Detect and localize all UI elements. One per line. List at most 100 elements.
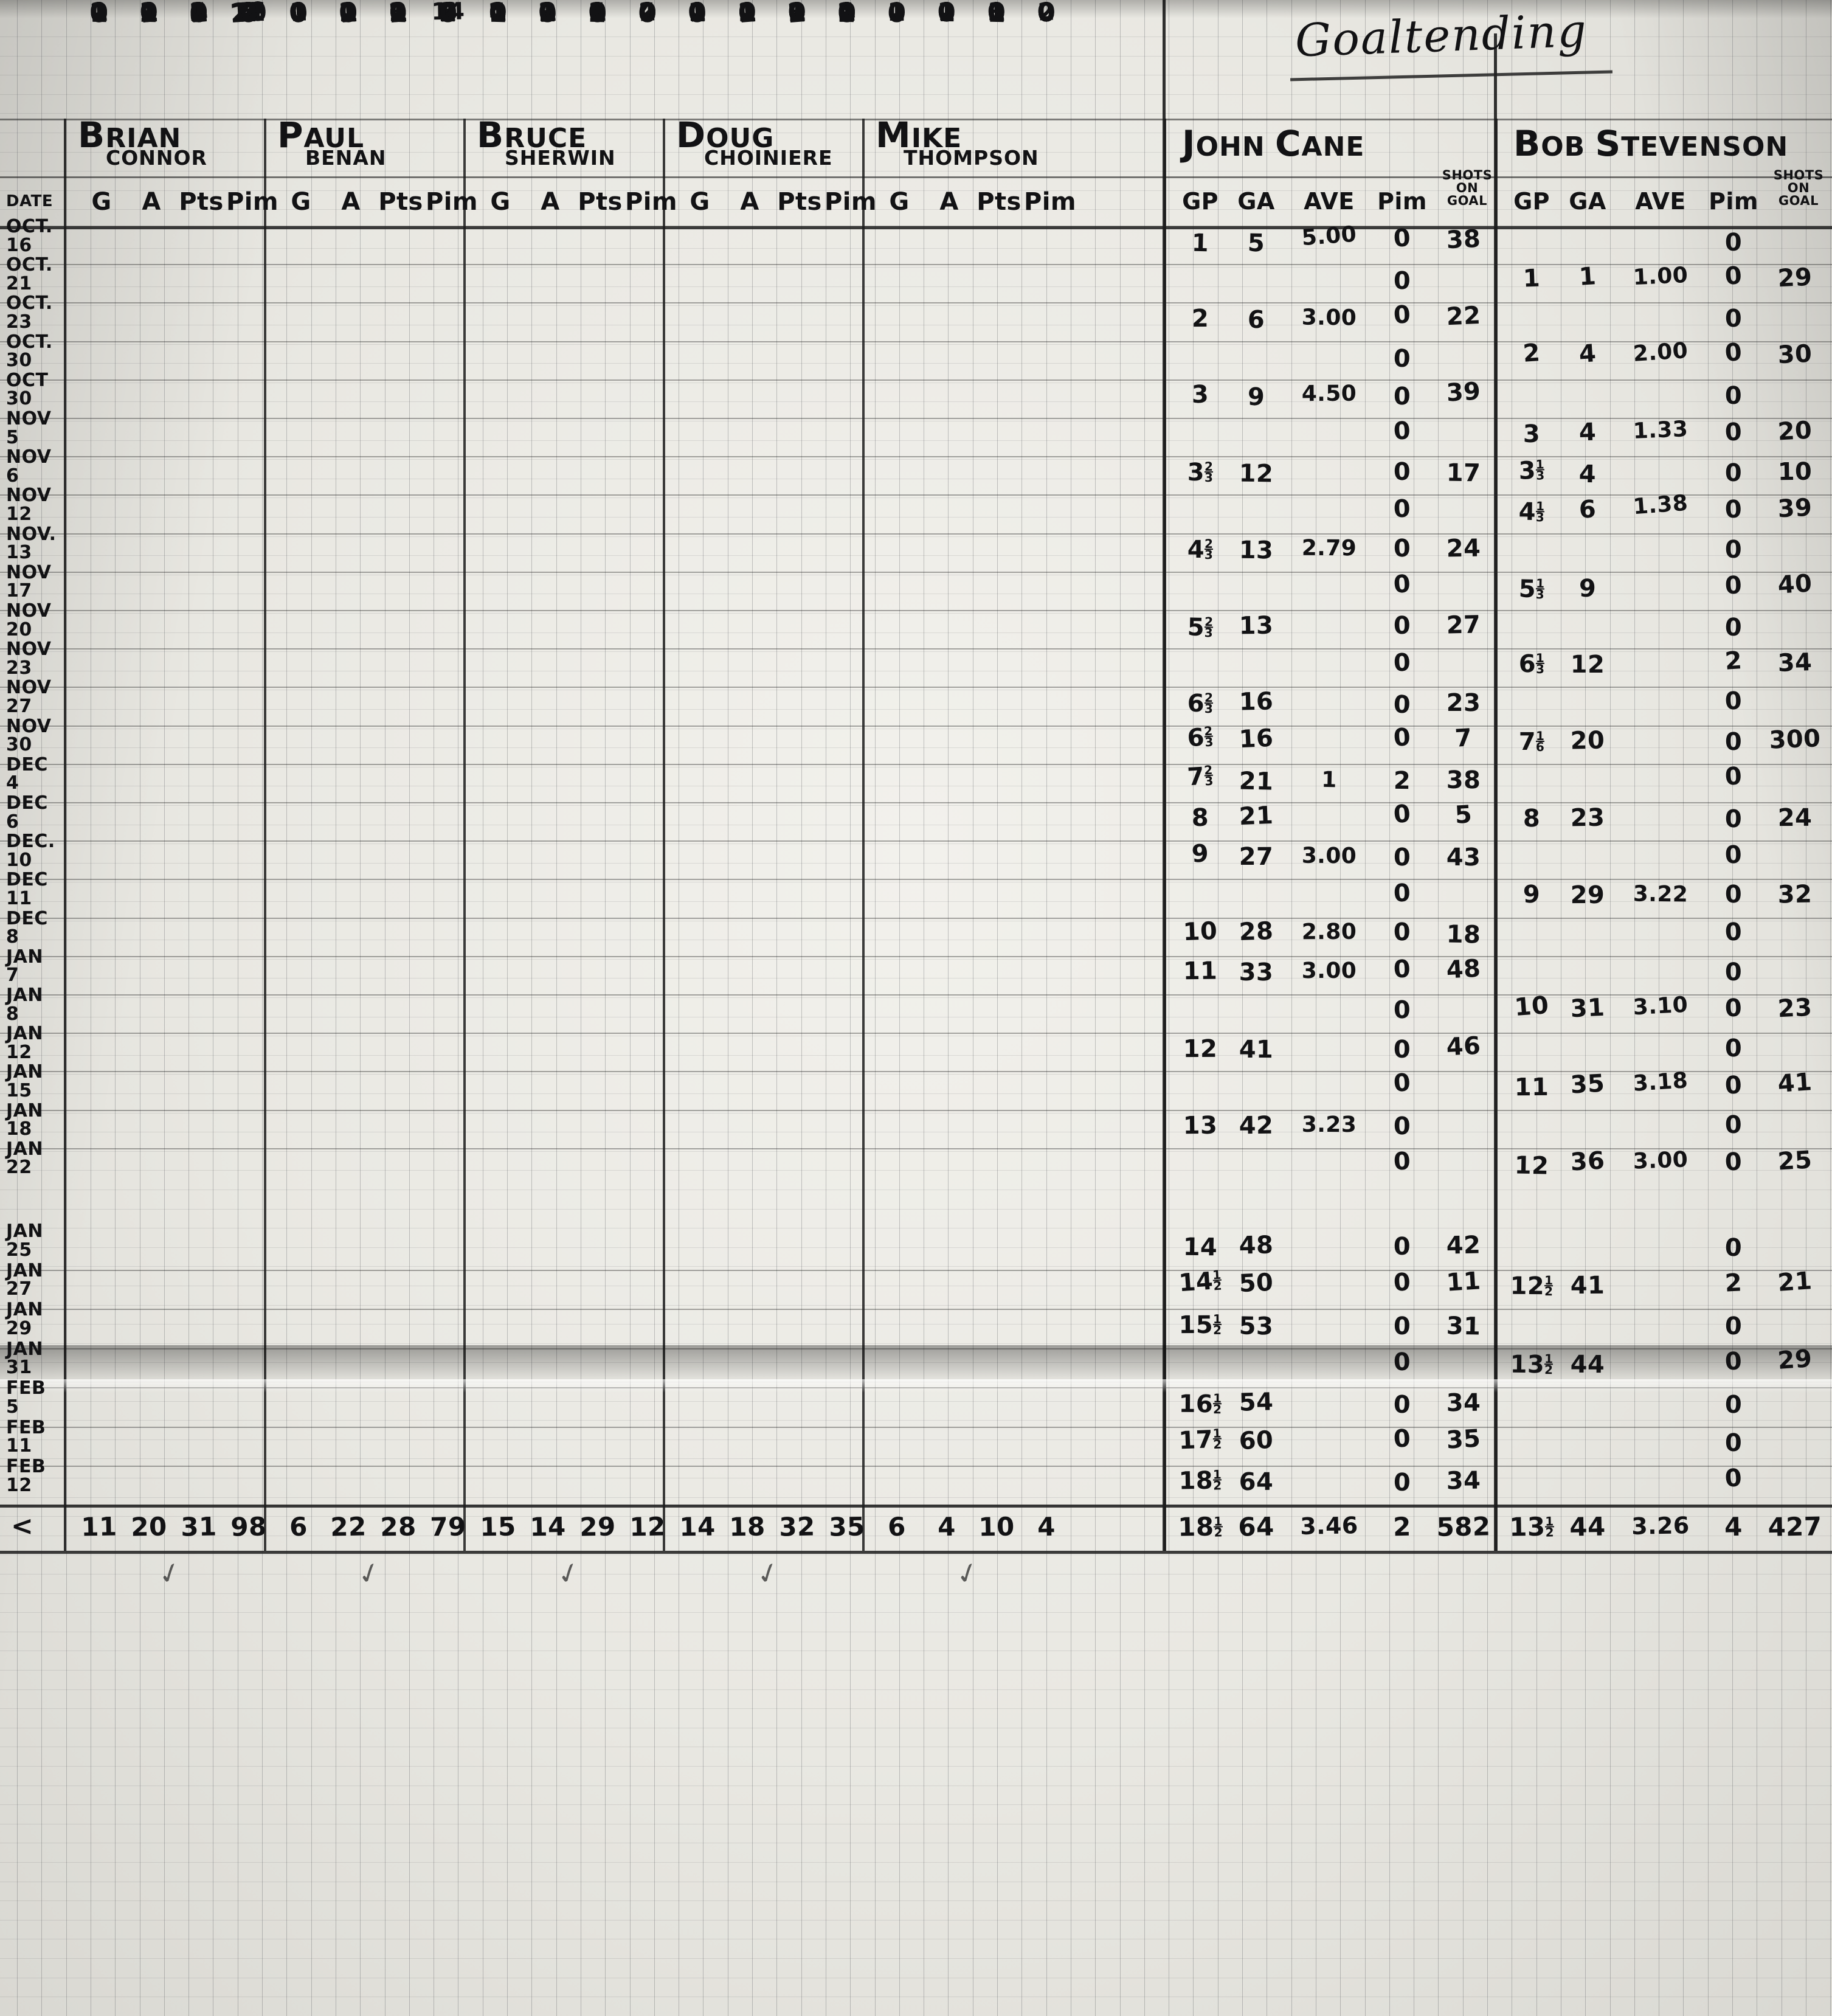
- date-cell: OCT 30: [6, 369, 49, 410]
- goalie-stat-value: 1: [1523, 264, 1541, 293]
- column-header-g: G: [91, 188, 112, 216]
- goalie-stat-value: 35: [1569, 1069, 1606, 1100]
- total-value: 98: [230, 1511, 268, 1542]
- goalie-stat-value: 2: [1393, 766, 1411, 795]
- table-rule: [0, 648, 1832, 650]
- goalie-stat-value: 0: [1724, 994, 1743, 1023]
- goalie-stat-value: 34: [1446, 1388, 1481, 1418]
- column-header-ave: AVE: [1304, 188, 1355, 215]
- goalie-stat-value: 13: [1239, 536, 1274, 565]
- goalie-total-value: 3.26: [1631, 1511, 1690, 1540]
- date-column-header: DATE: [6, 192, 54, 210]
- column-header-g: G: [490, 188, 511, 216]
- goalie-stat-value: 0: [1724, 381, 1743, 410]
- goalie-stat-value: 0: [1724, 1110, 1743, 1139]
- goalie-stat-value: 300: [1768, 724, 1822, 755]
- goalie-stat-value: 39: [1777, 493, 1813, 524]
- goalie-stat-value: 3.00: [1301, 305, 1357, 331]
- goalie-stat-value: 0: [1724, 614, 1743, 642]
- date-cell: JAN 18: [6, 1100, 43, 1140]
- column-header-pim: Pim: [1024, 188, 1076, 216]
- column-header-pts: Pts: [578, 188, 623, 216]
- goalie-stat-value: 0: [1724, 1347, 1743, 1376]
- goalie-stat-value: 33: [1239, 958, 1274, 987]
- goalie-stat-value: 0: [1393, 996, 1411, 1024]
- goalie-stat-value: 2.00: [1632, 338, 1689, 367]
- stat-value: 0: [588, 0, 607, 27]
- goalie-stat-value: 4: [1578, 339, 1597, 369]
- table-rule: [0, 994, 1832, 996]
- goalie-stat-value: 0: [1724, 1234, 1743, 1263]
- column-header-g: G: [291, 188, 311, 216]
- player-last-benan: BENAN: [305, 146, 387, 170]
- goalie-stat-value: 1.00: [1632, 262, 1689, 290]
- column-header-pts: Pts: [976, 188, 1021, 216]
- column-header-pts: Pts: [777, 188, 822, 216]
- column-header-a: A: [142, 188, 161, 216]
- goalie-stat-value: 38: [1445, 224, 1482, 255]
- table-rule: [0, 1387, 1832, 1388]
- goalie-stat-value: 3: [1191, 380, 1209, 409]
- goalie-stat-value: 3.00: [1301, 843, 1357, 869]
- stat-value: 2: [938, 0, 956, 27]
- goalie-stat-value: 3.23: [1301, 1112, 1357, 1138]
- goalie-stat-value: 41: [1239, 1035, 1274, 1064]
- table-rule: [0, 456, 1832, 458]
- goalie-stat-value: 0: [1724, 762, 1743, 792]
- goalie-stat-value: 0: [1393, 534, 1411, 563]
- goalie-stat-value: 0: [1392, 1348, 1412, 1377]
- goalie-stat-value: 34: [1777, 648, 1813, 678]
- column-header-gp: GP: [1182, 188, 1218, 215]
- goalie-stat-value: 0: [1724, 495, 1743, 524]
- date-cell: NOV 17: [6, 561, 52, 602]
- goalie-stat-value: 23: [1446, 689, 1481, 718]
- player-first-benan: PAUL: [277, 114, 364, 156]
- goalie-total-value: 44: [1569, 1511, 1606, 1542]
- total-value: 12: [629, 1511, 666, 1542]
- table-rule: [0, 725, 1832, 727]
- goalie-stat-value: 0: [1393, 918, 1411, 947]
- goalie-stat-value: 0: [1392, 1147, 1412, 1177]
- goalie-stat-value: 28: [1238, 917, 1274, 947]
- total-value: 14: [679, 1511, 716, 1542]
- goalie-stat-value: 48: [1239, 1231, 1274, 1260]
- goalie-stat-value: 32: [1777, 880, 1813, 909]
- goalie-stat-value: 10: [1182, 916, 1218, 946]
- goalie-stat-value: 43: [1446, 843, 1481, 871]
- column-header-ave: AVE: [1635, 188, 1686, 215]
- goalie-stat-value: 18: [1446, 920, 1481, 950]
- goalie-stat-value: 6: [1578, 495, 1597, 524]
- table-rule: [0, 955, 1832, 957]
- table-rule: [0, 379, 1832, 381]
- goalie-stat-value: 0: [1393, 457, 1411, 486]
- column-header-ga: GA: [1569, 188, 1606, 215]
- goalie-total-value: 582: [1436, 1511, 1491, 1542]
- page-fold-highlight: [0, 1379, 1832, 1393]
- table-rule-vertical: [463, 119, 466, 1551]
- goalie-stat-value: 0: [1393, 1469, 1411, 1497]
- goalie-stat-value: 21: [1238, 801, 1274, 831]
- date-cell: NOV 27: [6, 677, 52, 717]
- goalie-stat-value: 0: [1393, 879, 1411, 908]
- table-rule-vertical: [1494, 33, 1497, 1551]
- table-rule: [0, 1505, 1832, 1506]
- date-cell: DEC 6: [6, 792, 48, 833]
- total-value: 35: [828, 1511, 866, 1542]
- date-cell: NOV. 13: [6, 523, 57, 564]
- goalie-total-value: 13 1 2: [1509, 1511, 1555, 1542]
- column-header-gp: GP: [1513, 188, 1550, 215]
- table-rule: [0, 610, 1832, 611]
- player-name-stevenson: BOB STEVENSON: [1513, 123, 1789, 164]
- stat-value: 3: [987, 0, 1006, 27]
- stat-value: 1: [90, 0, 108, 26]
- goalie-stat-value: 11: [1183, 957, 1218, 986]
- date-cell: NOV 23: [6, 639, 52, 679]
- goalie-stat-value: 2: [1724, 1269, 1743, 1298]
- goalie-stat-value: 1: [1321, 767, 1338, 793]
- total-value: 20: [130, 1511, 168, 1542]
- column-header-pim: Pim: [1709, 188, 1758, 215]
- goalie-stat-value: 0: [1724, 918, 1743, 947]
